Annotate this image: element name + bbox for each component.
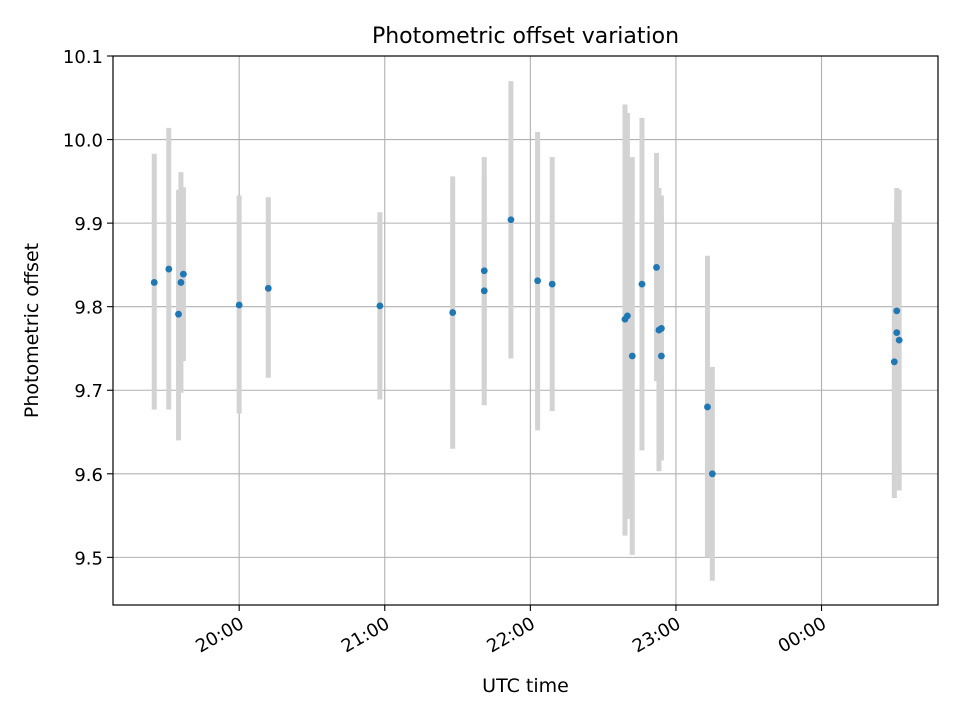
data-point	[534, 277, 542, 285]
data-point	[376, 302, 384, 310]
data-point	[507, 216, 515, 224]
y-tick-label: 9.5	[74, 548, 103, 569]
data-point	[235, 301, 243, 309]
data-point	[653, 264, 660, 271]
marker-layer	[150, 216, 903, 478]
data-point	[657, 325, 665, 332]
data-point	[179, 270, 187, 278]
data-point	[480, 267, 488, 275]
data-point	[704, 403, 711, 411]
plot-area-frame	[112, 55, 939, 606]
chart-title: Photometric offset variation	[372, 24, 679, 49]
data-point	[624, 312, 631, 320]
data-point	[638, 280, 646, 288]
y-tick-label: 9.6	[74, 465, 103, 486]
data-point	[480, 287, 488, 295]
data-point	[548, 280, 556, 288]
data-point	[890, 358, 898, 366]
y-axis-label: Photometric offset	[21, 243, 43, 418]
y-tick-label: 10.1	[63, 47, 103, 68]
data-point	[449, 309, 457, 316]
y-tick-label: 9.7	[74, 381, 103, 402]
data-point	[175, 310, 182, 318]
data-point	[628, 352, 636, 360]
data-point	[893, 307, 901, 315]
data-point	[893, 329, 901, 336]
data-point	[708, 470, 716, 478]
y-tick-label: 9.8	[74, 298, 103, 319]
data-point	[264, 284, 272, 292]
data-point	[165, 265, 173, 273]
data-point	[150, 279, 158, 286]
data-point	[177, 279, 185, 286]
x-axis-label: UTC time	[482, 675, 569, 697]
data-point	[657, 352, 665, 360]
y-tick-label: 9.9	[74, 214, 103, 235]
data-point	[895, 336, 903, 344]
y-tick-label: 10.0	[63, 131, 103, 152]
